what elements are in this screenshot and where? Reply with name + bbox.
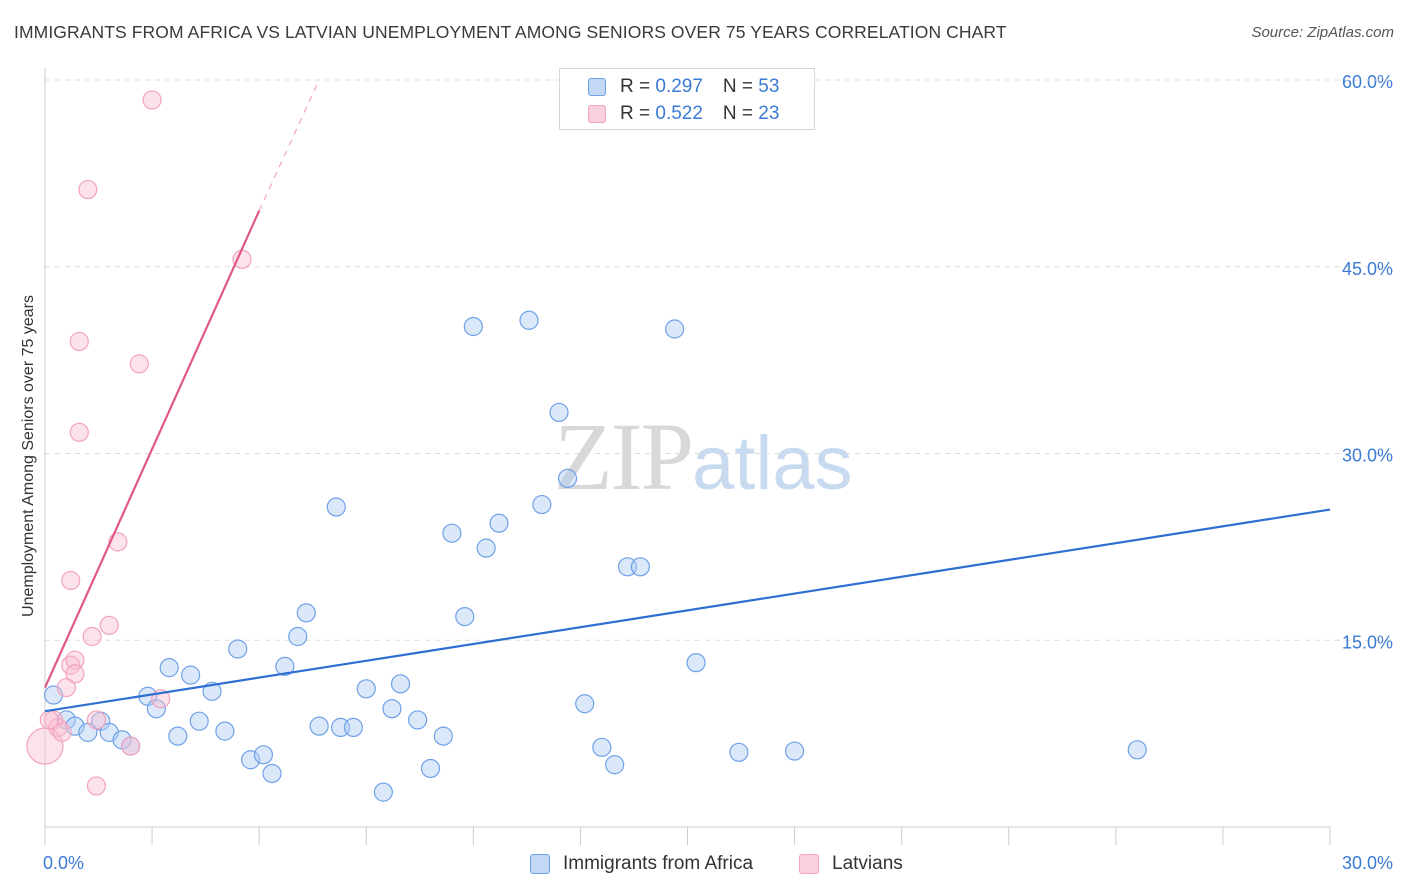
africa-point bbox=[326, 497, 346, 517]
legend-swatch-latvians bbox=[588, 105, 606, 123]
latvian-point bbox=[129, 354, 149, 374]
latvian-point bbox=[78, 179, 98, 200]
legend: R = 0.297 N = 53 R = 0.522 N = 23 bbox=[559, 68, 815, 130]
africa-point bbox=[373, 782, 393, 802]
africa-point bbox=[253, 745, 274, 765]
bottom-legend-swatch-africa bbox=[530, 854, 550, 874]
bottom-legend-swatch-latvians bbox=[799, 854, 819, 874]
africa-point bbox=[455, 606, 475, 627]
x-tick-label: 0.0% bbox=[43, 853, 84, 873]
legend-n-label: N = bbox=[722, 76, 759, 97]
africa-point bbox=[343, 717, 363, 738]
y-tick-label: 60.0% bbox=[1342, 72, 1393, 92]
y-tick-label: 15.0% bbox=[1342, 632, 1393, 652]
africa-point bbox=[309, 716, 329, 736]
watermark-zip: ZIP bbox=[554, 403, 694, 510]
latvian-point bbox=[52, 722, 72, 742]
latvian-point bbox=[121, 736, 141, 756]
africa-point bbox=[382, 699, 402, 719]
africa-point bbox=[228, 639, 248, 659]
africa-point bbox=[275, 656, 295, 676]
trendline-africa bbox=[44, 508, 1331, 713]
africa-point bbox=[605, 755, 625, 775]
trendline-latvians bbox=[43, 210, 261, 689]
africa-point bbox=[784, 741, 805, 761]
latvian-point bbox=[82, 626, 102, 647]
y-tick-label: 30.0% bbox=[1342, 446, 1393, 466]
latvian-point bbox=[86, 710, 107, 730]
legend-n-value-africa: 53 bbox=[758, 76, 780, 97]
source-label: Source: ZipAtlas.com bbox=[1251, 24, 1394, 41]
africa-point bbox=[442, 523, 462, 543]
africa-point bbox=[189, 711, 209, 731]
trendline-latvians-extension bbox=[258, 79, 320, 211]
africa-point bbox=[262, 763, 282, 784]
legend-r-label: R = bbox=[620, 103, 656, 124]
latvian-point bbox=[86, 776, 107, 796]
africa-point bbox=[463, 316, 483, 337]
africa-point bbox=[549, 402, 569, 423]
africa-point bbox=[557, 468, 578, 488]
latvian-point bbox=[61, 570, 81, 591]
africa-point bbox=[168, 726, 188, 746]
legend-n-label: N = bbox=[722, 103, 759, 124]
africa-point bbox=[241, 750, 261, 770]
latvian-point bbox=[65, 664, 85, 684]
africa-point bbox=[489, 513, 509, 533]
africa-point bbox=[215, 721, 235, 741]
africa-point bbox=[592, 737, 612, 757]
bottom-legend-label-latvians: Latvians bbox=[832, 853, 903, 874]
chart-title: IMMIGRANTS FROM AFRICA VS LATVIAN UNEMPL… bbox=[14, 22, 1007, 42]
africa-point bbox=[181, 665, 201, 685]
africa-point bbox=[532, 494, 552, 515]
legend-r-value-africa: 0.297 bbox=[655, 76, 703, 97]
bottom-legend-label-africa: Immigrants from Africa bbox=[563, 853, 754, 874]
latvian-point bbox=[142, 90, 162, 110]
africa-point bbox=[146, 699, 166, 719]
africa-point bbox=[296, 603, 316, 623]
africa-point bbox=[575, 694, 595, 714]
africa-point bbox=[390, 674, 411, 694]
africa-point bbox=[420, 758, 441, 779]
legend-n-value-latvians: 23 bbox=[758, 103, 780, 124]
africa-point bbox=[288, 626, 308, 647]
legend-r-value-latvians: 0.522 bbox=[655, 103, 703, 124]
watermark: ZIPatlas bbox=[554, 402, 853, 519]
x-tick-label: 30.0% bbox=[1342, 853, 1393, 873]
africa-point bbox=[665, 319, 685, 339]
africa-point bbox=[1127, 740, 1147, 760]
latvian-point bbox=[69, 331, 89, 352]
africa-point bbox=[630, 557, 650, 577]
africa-point bbox=[729, 742, 749, 762]
latvian-point bbox=[69, 422, 89, 442]
watermark-atlas: atlas bbox=[692, 421, 853, 506]
latvian-point bbox=[65, 650, 85, 670]
africa-point bbox=[519, 310, 539, 330]
africa-point bbox=[433, 726, 453, 746]
africa-point bbox=[476, 538, 496, 558]
legend-swatch-africa bbox=[588, 78, 606, 96]
africa-point bbox=[408, 710, 428, 730]
latvian-point bbox=[56, 677, 77, 698]
africa-point bbox=[686, 653, 706, 673]
latvian-point bbox=[39, 710, 59, 730]
legend-r-label: R = bbox=[620, 76, 656, 97]
y-tick-label: 45.0% bbox=[1342, 259, 1393, 279]
africa-point bbox=[356, 679, 376, 699]
africa-point bbox=[159, 658, 179, 678]
latvian-point bbox=[99, 615, 119, 635]
